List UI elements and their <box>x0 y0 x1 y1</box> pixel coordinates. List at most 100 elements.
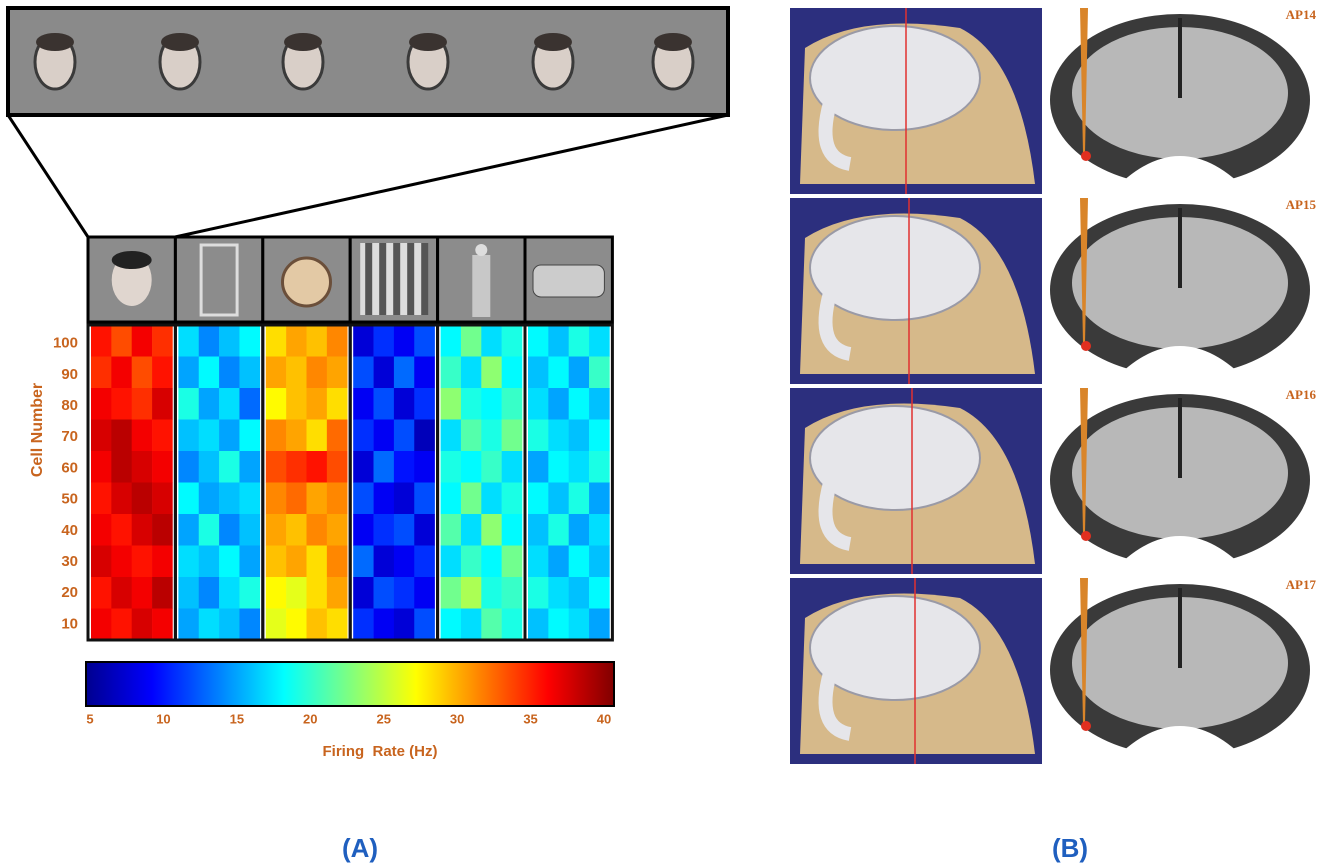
heatmap-cell <box>548 609 569 641</box>
heatmap-cell <box>132 609 153 641</box>
heatmap-cell <box>374 483 395 515</box>
heatmap-cell <box>548 420 569 452</box>
y-tick-label: 100 <box>53 335 78 352</box>
hair <box>36 33 74 51</box>
panel-label: (A) <box>342 833 378 863</box>
heatmap-cell <box>374 577 395 609</box>
heatmap-cell <box>132 483 153 515</box>
heatmap-cell <box>441 388 462 420</box>
heatmap-cell <box>286 451 307 483</box>
heatmap-cell <box>286 420 307 452</box>
heatmap-cell <box>353 577 374 609</box>
heatmap-cell <box>414 325 435 357</box>
heatmap-cell <box>178 483 199 515</box>
heatmap-cell <box>152 514 173 546</box>
heatmap-cell <box>481 609 502 641</box>
heatmap-cell <box>569 609 590 641</box>
heatmap-cell <box>327 514 348 546</box>
heatmap-cell <box>219 325 240 357</box>
colorbar-tick-label: 25 <box>376 711 390 726</box>
person-icon <box>472 255 490 317</box>
heatmap-cell <box>307 388 328 420</box>
heatmap-cell <box>111 577 132 609</box>
heatmap-cell <box>502 609 523 641</box>
heatmap-cell <box>152 325 173 357</box>
heatmap-cell <box>199 483 220 515</box>
heatmap-cell <box>111 609 132 641</box>
y-tick-label: 60 <box>61 459 78 476</box>
heatmap-cell <box>178 577 199 609</box>
heatmap-cell <box>461 451 482 483</box>
heatmap-cell <box>132 388 153 420</box>
brain <box>810 26 980 130</box>
heatmap-cell <box>461 420 482 452</box>
heatmap-cell <box>481 546 502 578</box>
brain <box>810 596 980 700</box>
heatmap-cell <box>132 325 153 357</box>
heatmap-cell <box>548 451 569 483</box>
head <box>475 244 487 256</box>
heatmap-cell <box>461 514 482 546</box>
heatmap-cell <box>548 388 569 420</box>
heatmap-cell <box>502 514 523 546</box>
heatmap-cell <box>111 357 132 389</box>
heatmap-cell <box>394 514 415 546</box>
recording-site <box>1081 531 1091 541</box>
heatmap-cell <box>481 483 502 515</box>
heatmap-cell <box>441 483 462 515</box>
colorbar-label: Firing Rate (Hz) <box>323 743 438 760</box>
heatmap-cell <box>528 420 549 452</box>
slice-label: AP14 <box>1286 7 1317 22</box>
colorbar-tick-label: 30 <box>450 711 464 726</box>
heatmap-cell <box>219 514 240 546</box>
heatmap-cell <box>481 388 502 420</box>
heatmap-cell <box>502 451 523 483</box>
heatmap-cell <box>132 514 153 546</box>
heatmap-cell <box>589 451 610 483</box>
colorbar-tick-label: 35 <box>523 711 537 726</box>
heatmap-cell <box>219 483 240 515</box>
heatmap-cell <box>152 420 173 452</box>
heatmap-cell <box>219 577 240 609</box>
heatmap-cell <box>461 388 482 420</box>
heatmap-cell <box>219 546 240 578</box>
heatmap-cell <box>239 388 260 420</box>
heatmap-cell <box>394 577 415 609</box>
recording-site <box>1081 341 1091 351</box>
heatmap-cell <box>152 357 173 389</box>
heatmap-cell <box>286 577 307 609</box>
heatmap-cell <box>266 514 287 546</box>
heatmap-cell <box>461 609 482 641</box>
heatmap-cell <box>327 451 348 483</box>
heatmap-cell <box>199 420 220 452</box>
heatmap-cell <box>239 577 260 609</box>
heatmap-cell <box>374 514 395 546</box>
heatmap-cell <box>132 546 153 578</box>
heatmap-cell <box>91 483 112 515</box>
heatmap-cell <box>394 388 415 420</box>
recording-site <box>1081 151 1091 161</box>
heatmap-cell <box>374 420 395 452</box>
heatmap-cell <box>528 483 549 515</box>
heatmap-cell <box>266 357 287 389</box>
y-tick-label: 50 <box>61 491 78 508</box>
heatmap-cell <box>239 325 260 357</box>
heatmap-cell <box>152 609 173 641</box>
heatmap-cell <box>239 483 260 515</box>
heatmap-cell <box>327 388 348 420</box>
heatmap-cell <box>178 420 199 452</box>
heatmap-cell <box>441 420 462 452</box>
heatmap-cell <box>548 546 569 578</box>
heatmap-cell <box>266 451 287 483</box>
heatmap-cell <box>374 451 395 483</box>
heatmap-cell <box>111 483 132 515</box>
hair <box>112 251 152 269</box>
heatmap-cell <box>219 609 240 641</box>
heatmap-cell <box>589 420 610 452</box>
heatmap-cell <box>589 546 610 578</box>
heatmap-cell <box>307 357 328 389</box>
heatmap-cell <box>239 420 260 452</box>
heatmap-cell <box>307 577 328 609</box>
heatmap-cell <box>132 577 153 609</box>
heatmap-cell <box>91 388 112 420</box>
